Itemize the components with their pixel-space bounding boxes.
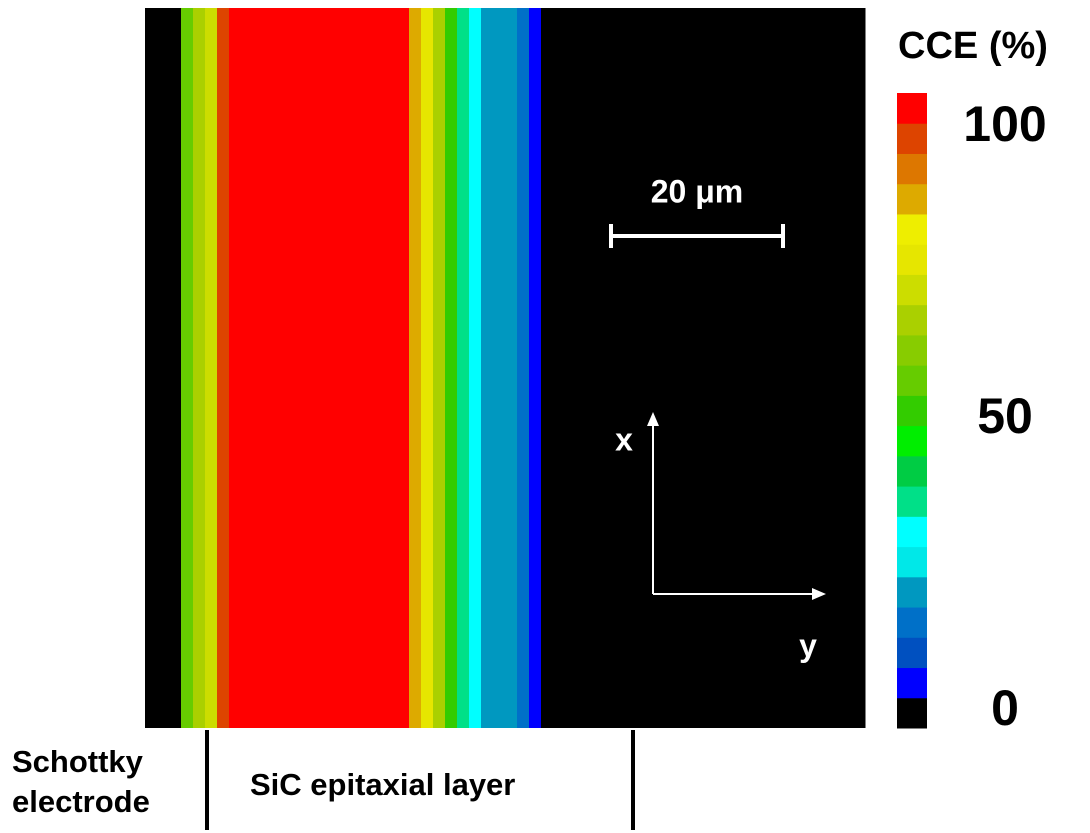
map-column bbox=[217, 8, 230, 728]
colorbar-band bbox=[897, 183, 927, 215]
map-column bbox=[805, 8, 818, 728]
colorbar-band bbox=[897, 274, 927, 306]
axis-label: y bbox=[799, 627, 817, 663]
map-column bbox=[697, 8, 710, 728]
colorbar-band bbox=[897, 153, 927, 185]
map-column bbox=[445, 8, 458, 728]
map-column bbox=[277, 8, 290, 728]
map-column bbox=[169, 8, 182, 728]
map-column bbox=[829, 8, 842, 728]
map-column bbox=[337, 8, 350, 728]
map-column bbox=[469, 8, 482, 728]
map-column bbox=[409, 8, 422, 728]
colorbar-band bbox=[897, 697, 927, 729]
colorbar-band bbox=[897, 576, 927, 608]
map-column bbox=[853, 8, 866, 728]
map-column bbox=[769, 8, 782, 728]
map-column bbox=[493, 8, 506, 728]
map-column bbox=[313, 8, 326, 728]
map-column bbox=[481, 8, 494, 728]
colorbar-tick-label: 50 bbox=[977, 388, 1033, 444]
map-column bbox=[733, 8, 746, 728]
colorbar-band bbox=[897, 365, 927, 396]
colorbar-band bbox=[897, 213, 927, 245]
map-column bbox=[433, 8, 446, 728]
map-column bbox=[253, 8, 266, 728]
map-column bbox=[205, 8, 218, 728]
map-column bbox=[577, 8, 590, 728]
colorbar-band bbox=[897, 637, 927, 669]
colorbar-band bbox=[897, 516, 927, 548]
map-column bbox=[517, 8, 530, 728]
map-column bbox=[145, 8, 158, 728]
map-column bbox=[361, 8, 374, 728]
map-column bbox=[589, 8, 602, 728]
map-column bbox=[385, 8, 398, 728]
map-column bbox=[745, 8, 758, 728]
colorbar-band bbox=[897, 425, 927, 457]
map-column bbox=[325, 8, 338, 728]
colorbar-band bbox=[897, 93, 927, 124]
map-column bbox=[685, 8, 698, 728]
map-column bbox=[397, 8, 410, 728]
map bbox=[145, 8, 866, 728]
map-column bbox=[841, 8, 854, 728]
map-column bbox=[721, 8, 734, 728]
map-column bbox=[301, 8, 314, 728]
map-column bbox=[661, 8, 674, 728]
map-column bbox=[673, 8, 686, 728]
arrow-head bbox=[647, 412, 659, 426]
map-column bbox=[781, 8, 794, 728]
map-column bbox=[625, 8, 638, 728]
map-column bbox=[289, 8, 302, 728]
map-column bbox=[601, 8, 614, 728]
map-column bbox=[421, 8, 434, 728]
map-column bbox=[817, 8, 830, 728]
colorbar-band bbox=[897, 607, 927, 638]
map-column bbox=[757, 8, 770, 728]
colorbar-band bbox=[897, 334, 927, 366]
colorbar-tick-label: 0 bbox=[991, 680, 1019, 736]
arrow-head bbox=[812, 588, 826, 600]
colorbar-band bbox=[897, 546, 927, 578]
colorbar-tick-label: 100 bbox=[963, 96, 1046, 152]
map-column bbox=[373, 8, 386, 728]
map-column bbox=[541, 8, 554, 728]
map-column bbox=[193, 8, 206, 728]
map-column bbox=[565, 8, 578, 728]
map-column bbox=[349, 8, 362, 728]
map-column bbox=[553, 8, 566, 728]
map-column bbox=[709, 8, 722, 728]
scale-bar-label: 20 μm bbox=[651, 173, 744, 209]
map-column bbox=[637, 8, 650, 728]
axis-label: x bbox=[615, 421, 633, 457]
colorbar-band bbox=[897, 455, 927, 487]
map-column bbox=[157, 8, 170, 728]
colorbar bbox=[897, 93, 927, 729]
colorbar-band bbox=[897, 486, 927, 517]
map-column bbox=[649, 8, 662, 728]
colorbar-band bbox=[897, 395, 927, 427]
map-column bbox=[505, 8, 518, 728]
annotation: SiC epitaxial layer bbox=[250, 767, 516, 802]
colorbar-band bbox=[897, 667, 927, 699]
map-column bbox=[181, 8, 194, 728]
annotation: Schottky electrode bbox=[12, 744, 150, 819]
map-column bbox=[229, 8, 242, 728]
map-column bbox=[793, 8, 806, 728]
colorbar-band bbox=[897, 123, 927, 154]
colorbar-band bbox=[897, 304, 927, 336]
map-column bbox=[241, 8, 254, 728]
map-column bbox=[457, 8, 470, 728]
colorbar-title: CCE (%) bbox=[898, 25, 1048, 67]
map-column bbox=[265, 8, 278, 728]
map-column bbox=[529, 8, 542, 728]
colorbar-band bbox=[897, 244, 927, 275]
map-column bbox=[613, 8, 626, 728]
